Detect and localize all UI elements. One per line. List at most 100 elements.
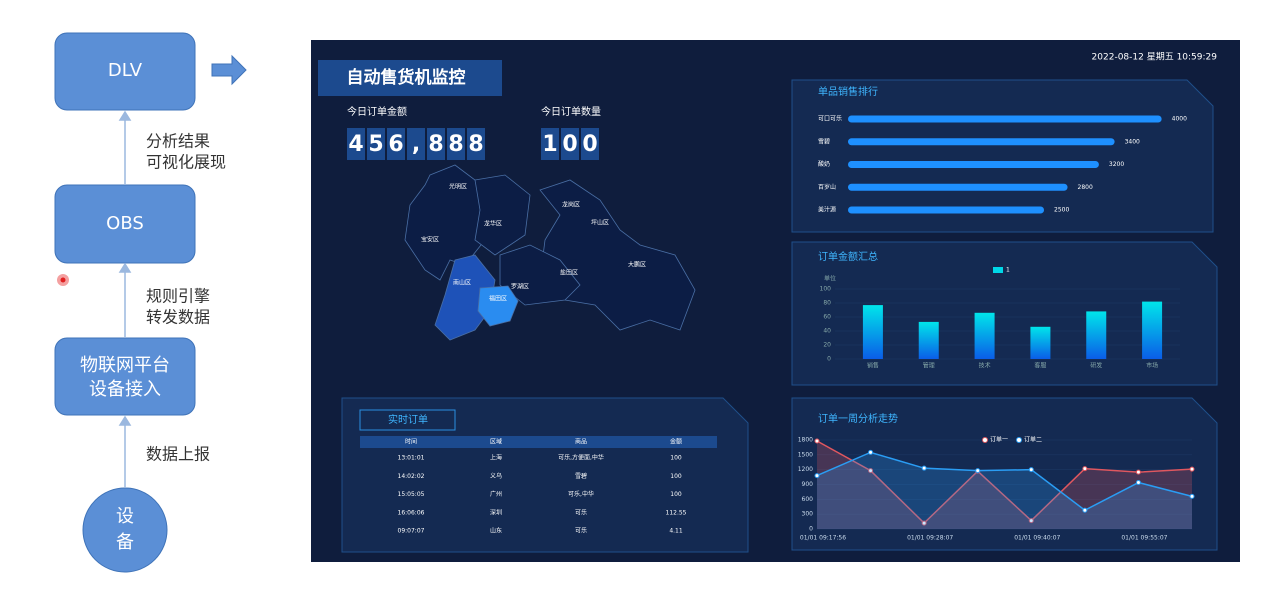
node-label: 设备接入	[89, 379, 161, 400]
table-cell: 112.55	[666, 509, 687, 516]
value-label: 2800	[1078, 184, 1093, 191]
axis-label: 单位	[824, 275, 836, 283]
digit-box	[387, 128, 405, 160]
map-label: 龙华区	[484, 220, 502, 228]
category-label: 酸奶	[818, 160, 830, 168]
panel-title: 订单一周分析走势	[818, 412, 898, 425]
table-cell: 100	[670, 491, 682, 498]
y-tick-label: 40	[823, 328, 831, 335]
node-label: 设	[116, 506, 134, 527]
y-tick-label: 1800	[798, 437, 813, 444]
y-tick-label: 300	[802, 511, 814, 518]
arrow-right	[211, 54, 247, 86]
digit: 8	[448, 132, 463, 157]
y-tick-label: 0	[809, 526, 813, 533]
point	[1135, 469, 1141, 475]
panel-title: 单品销售排行	[818, 85, 878, 98]
node-box	[54, 32, 196, 111]
map-label: 盐田区	[560, 269, 578, 277]
y-tick-label: 1500	[798, 451, 813, 458]
digit: 8	[468, 132, 483, 157]
bar	[918, 321, 939, 359]
x-tick-label: 客服	[1034, 362, 1046, 370]
map-label: 福田区	[489, 295, 507, 303]
x-tick-label: 销售	[867, 362, 879, 370]
value-label: 4000	[1172, 116, 1187, 123]
y-tick-label: 600	[802, 496, 814, 503]
table-cell: 上海	[490, 454, 502, 462]
edges	[118, 110, 132, 488]
category-label: 可口可乐	[818, 116, 842, 123]
table-cell: 13:01:01	[398, 455, 425, 462]
y-tick-label: 900	[802, 481, 814, 488]
digit-box	[467, 128, 485, 160]
table-cell: 深圳	[490, 508, 502, 516]
bar	[848, 183, 1068, 191]
table-cell: 4.11	[669, 528, 683, 535]
point	[1189, 493, 1195, 499]
legend-marker	[982, 437, 988, 443]
edge-label: 数据上报	[146, 445, 210, 464]
digit-box	[347, 128, 365, 160]
x-tick-label: 01/01 09:55:07	[1121, 535, 1167, 542]
panel-title: 订单金额汇总	[818, 250, 878, 263]
table-cell: 广州	[490, 490, 502, 498]
digit: 8	[428, 132, 443, 157]
table-header-cell: 时间	[405, 438, 417, 446]
table-cell: 09:07:07	[398, 528, 425, 535]
table-title-box	[359, 409, 456, 431]
pointer-dot	[60, 277, 66, 283]
point	[1135, 480, 1141, 486]
point	[1028, 518, 1034, 524]
point	[868, 468, 874, 474]
y-tick-label: 100	[820, 286, 832, 293]
digit: 5	[368, 132, 383, 157]
y-tick-label: 80	[823, 300, 831, 307]
map-label: 龙岗区	[562, 201, 580, 209]
point	[1189, 466, 1195, 472]
table-cell: 100	[670, 455, 682, 462]
y-tick-label: 1200	[798, 466, 813, 473]
legend-marker	[1016, 437, 1022, 443]
datetime: 2022-08-12 星期五 10:59:29	[1092, 52, 1218, 63]
table-cell: 可乐	[575, 509, 587, 516]
map-label: 坪山区	[591, 219, 609, 227]
table-header-cell: 商品	[575, 438, 587, 446]
x-tick-label: 管理	[923, 362, 935, 370]
bar	[848, 206, 1045, 214]
point	[814, 473, 820, 479]
y-tick-label: 0	[827, 356, 831, 363]
table-cell: 雪碧	[575, 472, 587, 480]
y-tick-label: 20	[823, 342, 831, 349]
point	[1082, 507, 1088, 513]
digit: 0	[562, 132, 577, 157]
table-cell: 可乐	[575, 528, 587, 535]
table-header-cell: 金额	[670, 438, 682, 446]
area	[817, 452, 1192, 529]
map	[404, 164, 696, 341]
point	[868, 449, 874, 455]
bar	[848, 138, 1115, 146]
node-label: 备	[116, 532, 134, 553]
table-header	[360, 436, 717, 448]
category-label: 雪碧	[818, 137, 830, 145]
kpi-label: 今日订单金额	[347, 105, 407, 118]
digit-box	[367, 128, 385, 160]
digit-box	[427, 128, 445, 160]
point	[814, 438, 820, 444]
digit: 1	[542, 132, 557, 157]
legend-label: 订单一	[990, 436, 1008, 444]
digit: 0	[582, 132, 597, 157]
bar	[974, 312, 995, 359]
value-label: 3200	[1109, 161, 1124, 168]
node-circle	[82, 487, 168, 573]
digit: ,	[412, 132, 420, 157]
node-label: OBS	[106, 213, 144, 234]
panel-title: 实时订单	[388, 413, 428, 426]
point	[975, 468, 981, 474]
node-label: DLV	[108, 60, 143, 81]
point	[921, 520, 927, 526]
category-label: 美汁源	[818, 206, 836, 214]
